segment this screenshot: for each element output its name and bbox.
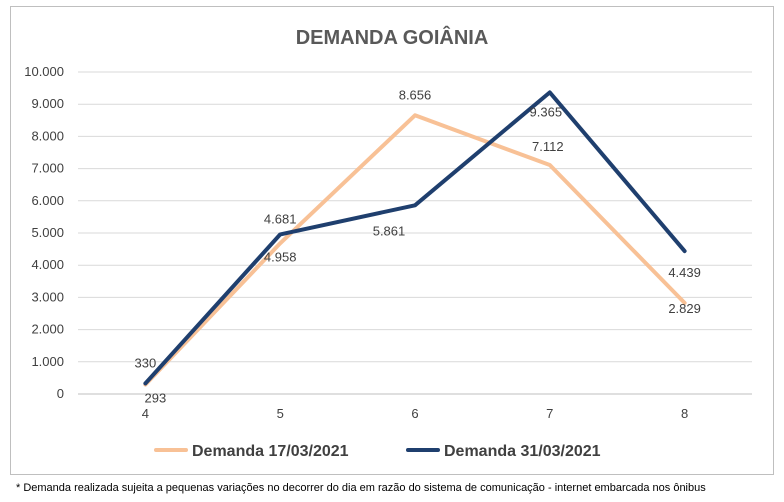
- y-tick-label: 9.000: [31, 96, 64, 111]
- y-tick-label: 6.000: [31, 193, 64, 208]
- y-tick-label: 8.000: [31, 128, 64, 143]
- x-tick-label: 8: [681, 406, 688, 421]
- data-label-series-2: 9.365: [530, 104, 563, 119]
- data-label-series-1: 7.112: [532, 139, 564, 154]
- series-line-2: [143, 90, 687, 386]
- y-tick-label: 2.000: [31, 322, 64, 337]
- data-label-series-1: 8.656: [399, 87, 432, 102]
- x-tick-label: 4: [142, 406, 149, 421]
- data-label-series-2: 4.439: [668, 265, 701, 280]
- series-line-1: [143, 113, 687, 387]
- x-tick-label: 7: [546, 406, 553, 421]
- chart-frame: [10, 6, 774, 475]
- data-label-series-2: 330: [135, 355, 157, 370]
- demand-line-chart: DEMANDA GOIÂNIA 0 1.000 2.000 3.000 4.000 5.0…: [24, 25, 752, 460]
- x-tick-label: 5: [277, 406, 284, 421]
- x-tick-label: 6: [411, 406, 418, 421]
- data-label-series-2: 4.958: [264, 249, 297, 264]
- legend-label-2: Demanda 31/03/2021: [444, 443, 601, 460]
- y-tick-label: 4.000: [31, 257, 64, 272]
- footnote: * Demanda realizada sujeita a pequenas v…: [16, 482, 706, 494]
- y-tick-label: 10.000: [24, 64, 64, 79]
- data-label-series-1: 293: [145, 391, 167, 406]
- y-tick-label: 7.000: [31, 161, 64, 176]
- y-tick-label: 3.000: [31, 289, 64, 304]
- legend-label-1: Demanda 17/03/2021: [192, 443, 349, 460]
- y-tick-label: 5.000: [31, 225, 64, 240]
- y-tick-label: 0: [57, 386, 64, 401]
- data-label-series-1: 2.829: [668, 301, 701, 316]
- chart-title: DEMANDA GOIÂNIA: [296, 25, 489, 49]
- data-label-series-1: 4.681: [264, 211, 297, 226]
- y-tick-label: 1.000: [31, 354, 64, 369]
- data-label-series-2: 5.861: [373, 223, 406, 238]
